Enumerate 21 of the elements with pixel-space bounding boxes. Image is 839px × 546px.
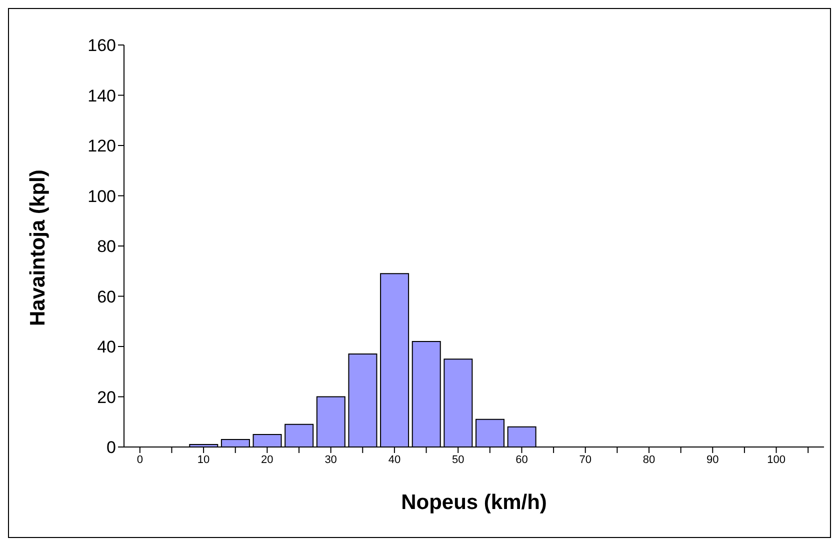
y-tick-label: 120 [88, 136, 116, 156]
x-tick-label: 0 [136, 454, 143, 466]
x-tick-label: 20 [261, 454, 274, 466]
y-tick-label: 80 [97, 237, 116, 256]
y-tick-label: 100 [88, 186, 116, 206]
x-tick-label: 40 [388, 454, 401, 466]
x-tick-label: 90 [706, 454, 719, 466]
x-tick-label: 70 [579, 454, 592, 466]
x-tick-label: 50 [452, 454, 464, 466]
x-tick-label: 30 [324, 454, 337, 466]
y-tick-label: 140 [88, 86, 116, 106]
x-tick-label: 60 [516, 454, 528, 466]
x-tick-label: 10 [197, 454, 210, 466]
x-tick-label: 80 [642, 454, 656, 466]
x-axis-title: Nopeus (km/h) [401, 491, 547, 514]
y-tick-label: 40 [97, 338, 116, 357]
y-axis-title: Havaintoja (kpl) [26, 170, 50, 326]
y-tick-label: 20 [97, 388, 116, 407]
x-tick-label: 100 [767, 454, 786, 466]
y-tick-label: 60 [97, 287, 116, 306]
y-tick-label: 160 [88, 36, 116, 56]
